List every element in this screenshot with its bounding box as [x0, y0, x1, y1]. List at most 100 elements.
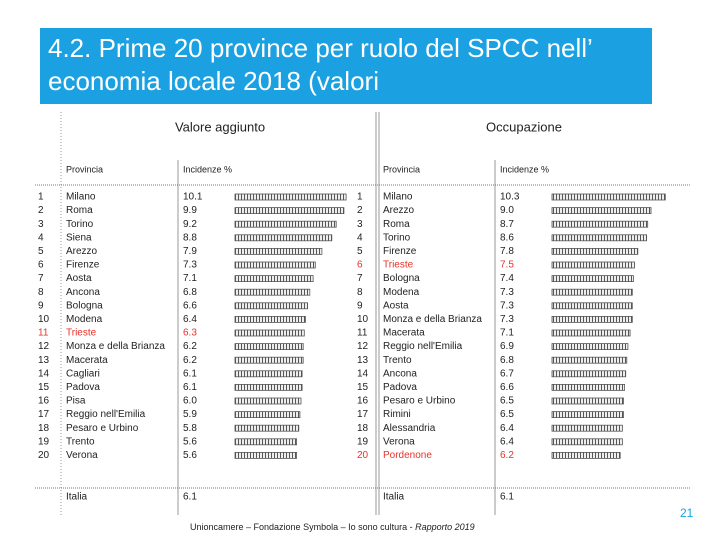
province: Padova [383, 382, 417, 393]
province: Bologna [383, 273, 420, 284]
province: Ancona [66, 287, 100, 298]
value: 8.6 [500, 232, 514, 243]
bar [234, 247, 323, 255]
value: 10.1 [183, 192, 203, 203]
rank: 7 [38, 273, 44, 284]
province: Padova [66, 382, 100, 393]
rank: 14 [38, 368, 50, 379]
bar [234, 207, 345, 215]
rank: 3 [38, 219, 44, 230]
column-header: Incidenze % [500, 164, 549, 174]
bar [551, 315, 633, 323]
bar [234, 193, 347, 201]
bar [551, 343, 629, 351]
rank: 9 [357, 300, 363, 311]
source: Unioncamere – Fondazione Symbola – Io so… [190, 522, 416, 532]
rank: 14 [357, 368, 369, 379]
province: Aosta [66, 273, 92, 284]
value: 6.2 [183, 341, 197, 352]
value: 5.6 [183, 450, 197, 461]
province: Aosta [383, 300, 409, 311]
value: 9.0 [500, 205, 514, 216]
rank: 16 [357, 396, 369, 407]
bar [551, 356, 628, 364]
bar [551, 275, 634, 283]
bar [551, 438, 623, 446]
value: 6.8 [183, 287, 197, 298]
section-title: Valore aggiunto [175, 119, 265, 134]
rank: 15 [38, 382, 50, 393]
rank: 5 [357, 246, 363, 257]
province: Trento [383, 355, 412, 366]
bar [551, 193, 666, 201]
province: Firenze [383, 246, 417, 257]
column-header: Provincia [383, 164, 420, 174]
rank: 10 [38, 314, 50, 325]
bar [234, 329, 305, 337]
bar [551, 329, 631, 337]
bar [551, 370, 627, 378]
province: Reggio nell'Emilia [383, 341, 463, 352]
rank: 6 [38, 260, 44, 271]
rank: 16 [38, 396, 50, 407]
rank: 17 [38, 409, 50, 420]
value: 9.9 [183, 205, 197, 216]
province: Cagliari [66, 368, 100, 379]
province: Milano [383, 192, 413, 203]
total-value: 6.1 [183, 492, 197, 503]
rank: 5 [38, 246, 44, 257]
province: Pordenone [383, 450, 432, 461]
bar [551, 397, 624, 405]
value: 6.6 [183, 300, 197, 311]
value: 6.7 [500, 368, 514, 379]
rank: 11 [38, 328, 49, 339]
province: Verona [66, 450, 98, 461]
rank: 19 [38, 436, 50, 447]
value: 5.9 [183, 409, 197, 420]
province: Torino [383, 232, 411, 243]
province: Reggio nell'Emilia [66, 409, 146, 420]
bar [551, 383, 625, 391]
rank: 20 [357, 450, 369, 461]
value: 6.4 [500, 436, 514, 447]
province: Milano [66, 192, 96, 203]
source-report: Rapporto 2019 [415, 522, 475, 532]
value: 5.8 [183, 423, 197, 434]
rank: 17 [357, 409, 369, 420]
value: 7.3 [183, 260, 197, 271]
bar [234, 220, 337, 228]
rank: 13 [38, 355, 50, 366]
province: Monza e della Brianza [383, 314, 482, 325]
rank: 19 [357, 436, 369, 447]
bar [234, 302, 308, 310]
rank: 8 [357, 287, 363, 298]
value: 6.5 [500, 409, 514, 420]
bar [551, 451, 621, 459]
province: Rimini [383, 409, 411, 420]
rank: 1 [38, 192, 44, 203]
bar [551, 424, 623, 432]
bar [551, 220, 649, 228]
rank: 15 [357, 382, 369, 393]
value: 6.1 [183, 382, 197, 393]
province: Macerata [66, 355, 108, 366]
rank: 4 [38, 232, 44, 243]
total-label: Italia [66, 492, 88, 503]
value: 7.5 [500, 260, 514, 271]
column-header: Incidenze % [183, 164, 232, 174]
rank: 8 [38, 287, 44, 298]
province: Monza e della Brianza [66, 341, 165, 352]
province: Modena [66, 314, 103, 325]
bar [234, 343, 304, 351]
value: 6.0 [183, 396, 197, 407]
value: 7.1 [500, 328, 514, 339]
bar [551, 234, 647, 242]
slide-title: 4.2. Prime 20 province per ruolo del SPC… [40, 28, 652, 104]
bar [234, 288, 311, 296]
value: 6.2 [183, 355, 197, 366]
province: Macerata [383, 328, 425, 339]
value: 5.6 [183, 436, 197, 447]
value: 6.1 [183, 368, 197, 379]
total-label: Italia [383, 492, 405, 503]
